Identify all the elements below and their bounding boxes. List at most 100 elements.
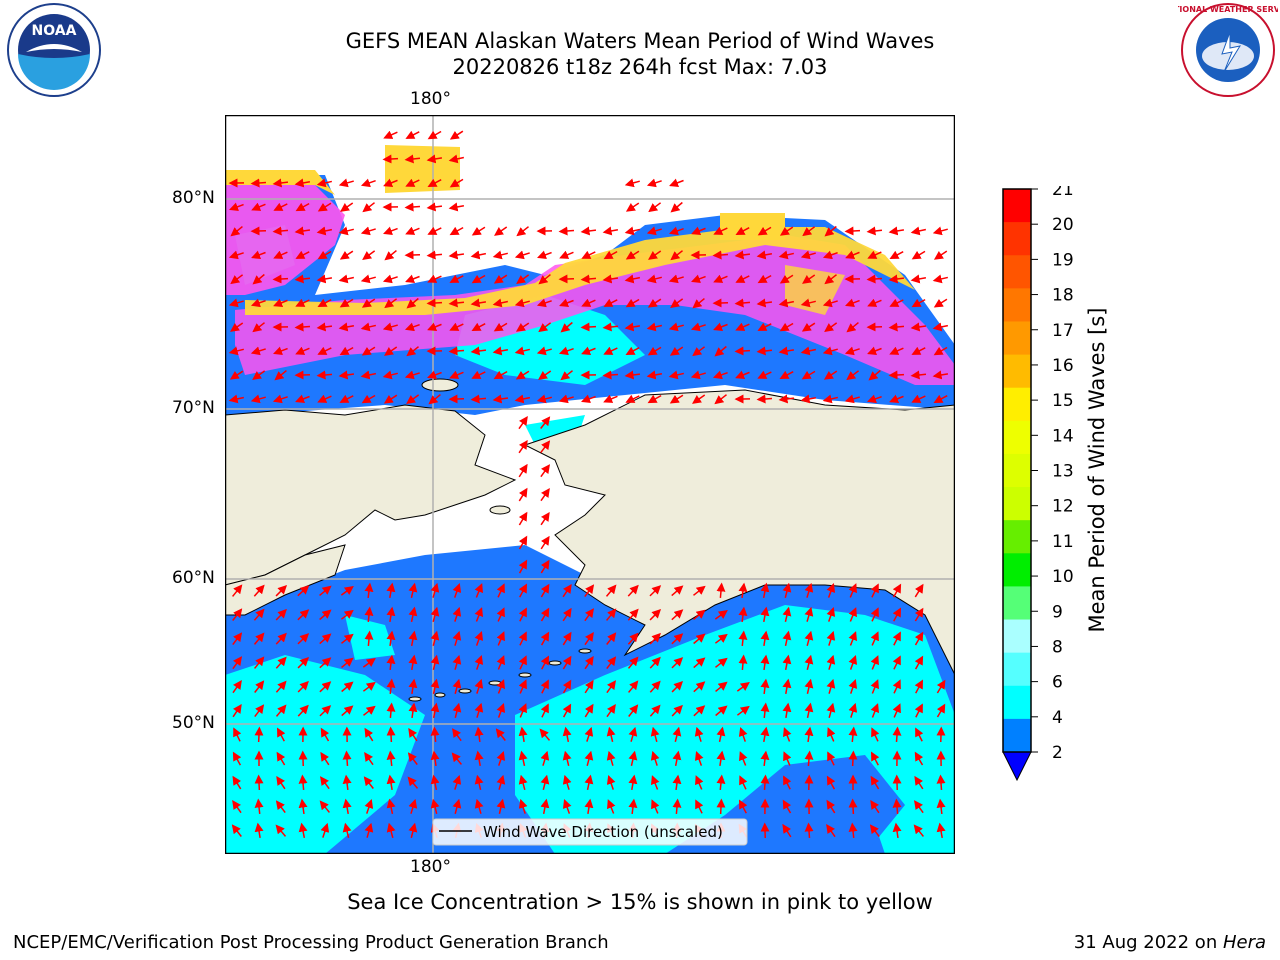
wind-arrow	[932, 322, 949, 332]
wind-arrow	[627, 656, 639, 669]
wind-arrow	[386, 606, 396, 623]
wind-arrow	[251, 250, 266, 260]
wind-arrow	[802, 226, 816, 237]
colorbar: 21 20 19 18 17 16 15 14 13 12 11 10 9 8 6 4 2	[1002, 186, 1074, 782]
wind-arrow	[800, 250, 816, 260]
wind-arrow	[274, 370, 287, 381]
wind-arrow	[320, 727, 330, 742]
wind-arrow	[297, 704, 309, 717]
wind-arrow	[536, 298, 552, 308]
wind-arrow	[910, 322, 927, 332]
wind-arrow	[232, 680, 242, 694]
wind-arrow	[319, 705, 332, 717]
wind-arrow	[915, 727, 924, 742]
wind-arrow	[386, 702, 396, 719]
wind-arrow	[448, 346, 465, 356]
wind-arrow	[470, 250, 487, 260]
wind-arrow	[824, 322, 838, 332]
wind-arrow	[540, 583, 550, 598]
wind-arrow	[625, 394, 640, 403]
wind-arrow	[580, 322, 597, 332]
wind-arrow	[826, 583, 836, 598]
wind-arrow	[339, 346, 354, 356]
wind-arrow	[800, 346, 817, 356]
wind-arrow	[518, 774, 528, 790]
colorbar-tick-label: 6	[1052, 673, 1063, 693]
wind-arrow	[558, 394, 574, 404]
wind-arrow	[250, 178, 267, 188]
land-kamchatka	[225, 544, 346, 616]
wind-arrow	[649, 680, 661, 693]
wind-arrow	[870, 679, 879, 694]
wind-arrow	[801, 370, 816, 380]
wind-arrow	[734, 298, 751, 308]
wind-arrow	[671, 609, 684, 621]
wind-arrow	[911, 250, 926, 260]
wind-arrow	[738, 726, 748, 742]
wind-arrow	[404, 370, 420, 380]
wind-arrow	[474, 726, 484, 743]
wind-arrow	[760, 678, 770, 695]
wind-arrow	[342, 822, 352, 838]
wind-arrow	[584, 655, 594, 670]
wind-arrow	[405, 226, 420, 235]
wind-arrow	[782, 823, 792, 838]
wind-arrow	[452, 702, 462, 718]
wind-arrow	[250, 298, 266, 308]
wind-arrow	[892, 726, 902, 743]
wind-arrow	[448, 202, 465, 212]
wind-arrow	[628, 750, 638, 766]
wind-arrow	[428, 394, 441, 405]
wind-arrow	[361, 298, 376, 308]
wind-arrow	[867, 250, 882, 259]
wind-arrow	[804, 630, 814, 646]
wind-arrow	[470, 394, 487, 404]
wind-arrow	[408, 798, 418, 814]
lat-label-60: 60°N	[172, 568, 215, 588]
colorbar-tick-label: 9	[1052, 602, 1063, 622]
wind-arrow	[386, 726, 396, 743]
wind-arrow	[914, 583, 924, 598]
colorbar-tick-label: 10	[1052, 567, 1074, 587]
wind-arrow	[341, 681, 354, 693]
wind-arrow	[471, 322, 486, 331]
wind-arrow	[584, 584, 595, 598]
wind-arrow	[822, 394, 838, 404]
wind-arrow	[340, 586, 354, 596]
wind-arrow	[452, 774, 462, 790]
wind-arrow	[581, 346, 596, 355]
colorbar-blocks	[1003, 189, 1031, 753]
wind-arrow	[363, 776, 374, 789]
wind-arrow	[736, 705, 750, 716]
wind-arrow	[426, 154, 443, 164]
wind-arrow	[430, 582, 440, 598]
colorbar-extend-arrow	[1002, 751, 1032, 782]
wind-arrow	[735, 226, 750, 235]
wind-arrow	[933, 394, 948, 403]
sea-ice-yellow-band	[245, 227, 915, 315]
wind-arrow	[493, 322, 508, 332]
wind-arrow	[408, 582, 418, 598]
wind-arrow	[382, 154, 399, 164]
colorbar-block	[1003, 321, 1031, 356]
wind-arrow	[471, 370, 486, 379]
wind-arrow	[430, 678, 440, 695]
wind-arrow	[716, 750, 726, 767]
wind-arrow	[648, 202, 662, 213]
colorbar-ticks: 21 20 19 18 17 16 15 14 13 12 11 10 9 8 6 4 2	[1031, 186, 1074, 763]
wind-arrow	[364, 822, 374, 838]
wind-arrow	[914, 679, 923, 694]
wind-arrow	[406, 394, 420, 404]
wind-arrow	[230, 226, 243, 237]
colorbar-block	[1003, 453, 1031, 488]
wind-arrow	[275, 584, 288, 597]
wind-arrow	[427, 370, 442, 380]
wind-arrow	[540, 488, 550, 502]
colorbar-tick-label: 17	[1052, 321, 1074, 341]
wind-arrow	[254, 726, 264, 743]
wind-arrow	[405, 130, 420, 139]
wind-arrow	[826, 799, 836, 814]
colorbar-block	[1003, 718, 1031, 753]
wind-arrow	[606, 608, 617, 621]
wind-arrow	[800, 298, 816, 308]
